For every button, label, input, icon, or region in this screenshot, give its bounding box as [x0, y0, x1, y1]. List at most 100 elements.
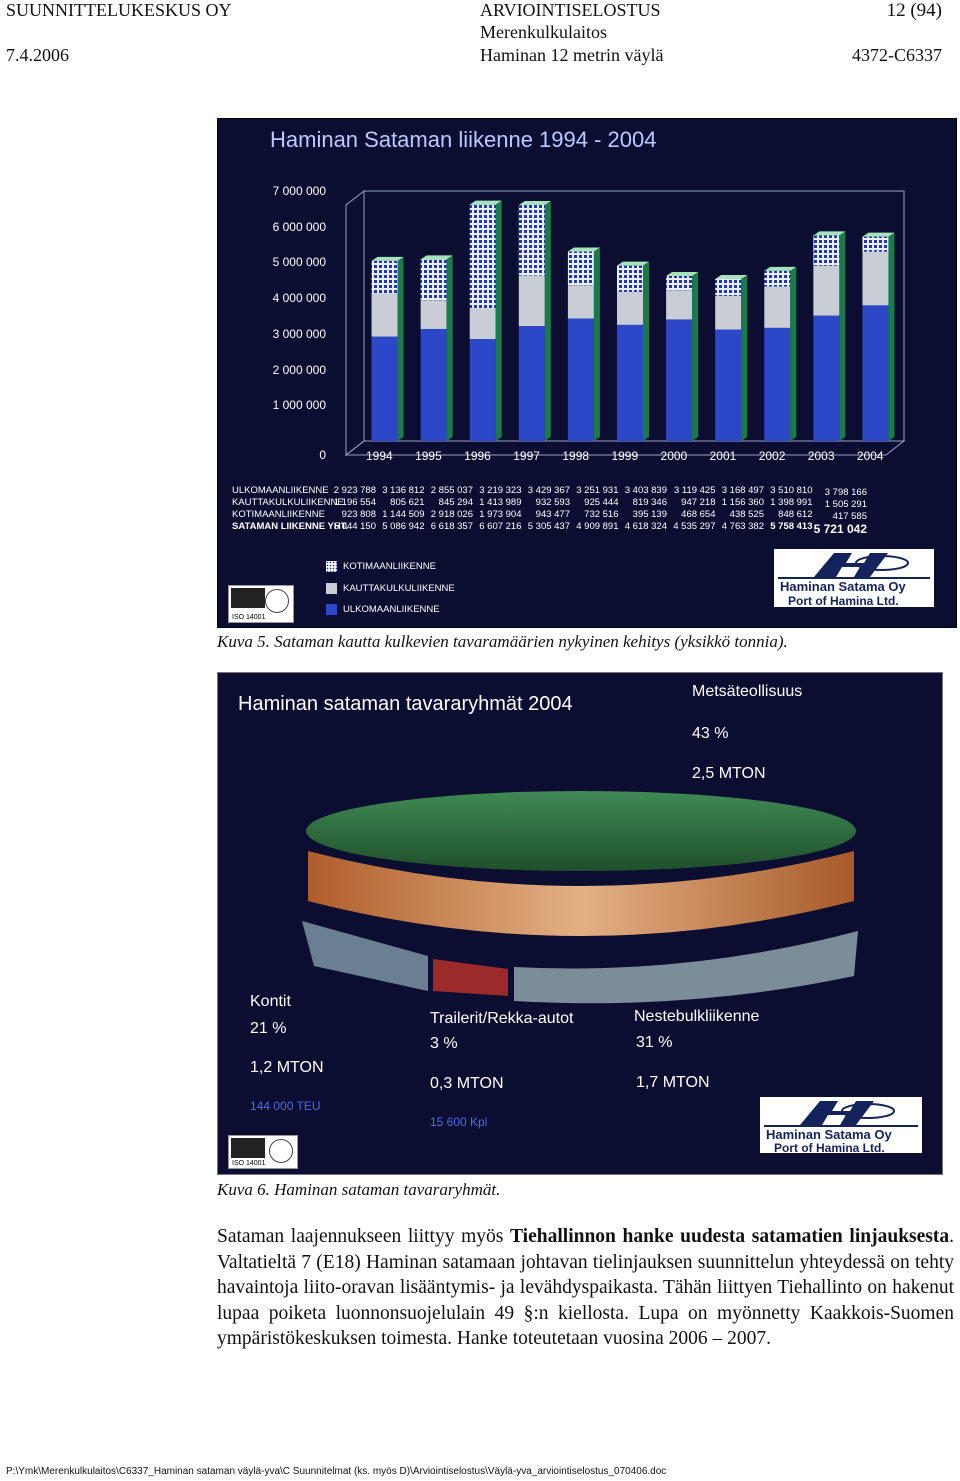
- x-tick-label: 2003: [807, 449, 835, 463]
- table-cell: 732 516: [584, 509, 619, 520]
- bar-side: [839, 231, 846, 441]
- bar-segment-kotimaan: [764, 270, 791, 287]
- x-tick-label: 1997: [513, 449, 540, 463]
- header-doc-type: ARVIOINTISELOSTUS: [480, 0, 661, 20]
- y-tick-label: 6 000 000: [272, 219, 326, 234]
- legend-item-kotimaan: KOTIMAANLIIKENNE: [326, 561, 436, 572]
- x-tick-label: 1994: [365, 449, 393, 463]
- table-cell: 4 535 297: [673, 521, 716, 532]
- table-cell: 925 444: [584, 497, 619, 508]
- containers-amount: 1,2 MTON: [250, 1059, 324, 1076]
- bar-side: [544, 201, 551, 441]
- bar-side: [495, 200, 502, 441]
- y-tick-label: 1 000 000: [272, 398, 326, 413]
- table-cell: 468 654: [681, 509, 716, 520]
- figure2-caption: Kuva 6. Haminan sataman tavararyhmät.: [217, 1180, 501, 1199]
- x-tick-label: 1999: [611, 449, 639, 463]
- containers-teu: 144 000 TEU: [250, 1099, 321, 1113]
- liquid-amount: 1,7 MTON: [636, 1074, 710, 1091]
- trailers-slice: [433, 959, 508, 996]
- y-tick-label: 0: [319, 448, 326, 462]
- bar-segment-kauttakulku: [617, 291, 643, 325]
- liquid-name: Nestebulkliikenne: [634, 1008, 760, 1025]
- x-tick-label: 2002: [758, 449, 786, 463]
- traffic-chart: [344, 190, 906, 457]
- forest-slice-top: [306, 791, 856, 871]
- bar-top: [715, 275, 748, 280]
- bar-top: [469, 200, 502, 205]
- table-cell: 3 510 810: [770, 485, 813, 496]
- bar-side: [593, 247, 600, 441]
- file-path-footer: P:\Ymk\Merenkulkulaitos\C6337_Haminan sa…: [6, 1466, 667, 1477]
- table-cell: 3 429 367: [527, 485, 570, 496]
- bar-segment-kotimaan: [862, 236, 889, 252]
- table-cell: 6 607 216: [479, 521, 522, 532]
- paragraph-text-2: . Valtatieltä 7 (E18) Haminan satamaan j…: [217, 1226, 954, 1349]
- bar-segment-ulkomaan: [862, 305, 889, 441]
- table-cell: 2 923 788: [333, 485, 376, 496]
- bar-side: [643, 261, 649, 441]
- x-tick-label: 2001: [709, 449, 737, 463]
- bar-segment-ulkomaan: [813, 315, 840, 441]
- cargo-pie-graphic: [302, 791, 858, 1004]
- paragraph-text-1: Sataman laajennukseen liittyy myös: [217, 1226, 511, 1247]
- body-paragraph: Sataman laajennukseen liittyy myös Tieha…: [217, 1224, 954, 1352]
- bar-segment-kotimaan: [567, 251, 594, 286]
- bar-segment-ulkomaan: [518, 326, 545, 441]
- forest-pct: 43 %: [692, 725, 729, 742]
- table-cell: 3 219 323: [479, 485, 522, 496]
- table-cell: 3 798 166: [824, 487, 867, 498]
- table-cell: 1 413 989: [479, 497, 522, 508]
- bar-segment-ulkomaan: [371, 336, 398, 441]
- port-of-hamina-logo: Haminan Satama Oy Port of Hamina Ltd.: [760, 1097, 922, 1155]
- table-cell: 4 909 891: [576, 521, 619, 532]
- cargo-groups-figure: Haminan sataman tavararyhmät 2004 Metsät…: [217, 672, 943, 1175]
- table-cell: 1 398 991: [770, 497, 813, 508]
- table-cell: 5 721 042: [813, 522, 867, 536]
- logo-line1: Haminan Satama Oy: [766, 1127, 892, 1142]
- y-tick-label: 4 000 000: [272, 291, 326, 306]
- bar-top: [518, 201, 551, 206]
- x-tick-label: 1996: [464, 449, 491, 463]
- forest-amount: 2,5 MTON: [692, 765, 766, 782]
- y-tick-label: 2 000 000: [272, 362, 326, 377]
- legend-item-ulkomaan: ULKOMAANLIIKENNE: [326, 604, 440, 615]
- bar-segment-kauttakulku: [862, 251, 889, 306]
- bar-top: [567, 247, 600, 252]
- bar-segment-kauttakulku: [469, 308, 496, 340]
- table-cell: 2 918 026: [430, 509, 473, 520]
- table-cell: 1 505 291: [824, 499, 867, 510]
- header-date: 7.4.2006: [6, 45, 69, 65]
- logo-line1: Haminan Satama Oy: [780, 579, 906, 594]
- bar-side: [888, 232, 895, 441]
- bar-side: [790, 266, 797, 441]
- y-tick-label: 7 000 000: [272, 184, 326, 198]
- table-cell: 3 168 497: [721, 485, 764, 496]
- containers-slice: [302, 921, 428, 991]
- certification-mark-icon: [231, 1138, 265, 1158]
- iso-14001-logo: ISO 14001: [228, 1135, 298, 1169]
- legend-swatch: [326, 583, 337, 594]
- table-cell: 6 618 357: [430, 521, 473, 532]
- paragraph-bold-text: Tiehallinnon hanke uudesta satamatien li…: [510, 1226, 950, 1247]
- forest-name: Metsäteollisuus: [692, 683, 803, 700]
- table-cell: 3 136 812: [382, 485, 425, 496]
- legend-swatch: [326, 561, 337, 572]
- header-code: 4372-C6337: [852, 45, 942, 65]
- ph-logo-mark-icon: [778, 553, 930, 579]
- table-cell: 805 621: [390, 497, 425, 508]
- table-row-label: SATAMAN LIIKENNE YHT.: [232, 521, 349, 532]
- table-cell: 848 612: [778, 509, 813, 520]
- liquid-slice: [514, 931, 858, 1004]
- certification-mark-icon: [231, 588, 265, 608]
- bar-side: [446, 255, 453, 441]
- globe-icon: [269, 1139, 293, 1163]
- table-cell: 4 618 324: [624, 521, 667, 532]
- bar-segment-kotimaan: [715, 279, 742, 296]
- table-row-label: KAUTTAKULKULIIKENNE: [232, 497, 344, 508]
- table-cell: 845 294: [438, 497, 473, 508]
- table-cell: 3 251 931: [576, 485, 619, 496]
- table-row-label: ULKOMAANLIIKENNE: [232, 485, 329, 496]
- table-cell: 5 044 150: [333, 521, 376, 532]
- bar-segment-ulkomaan: [420, 328, 447, 441]
